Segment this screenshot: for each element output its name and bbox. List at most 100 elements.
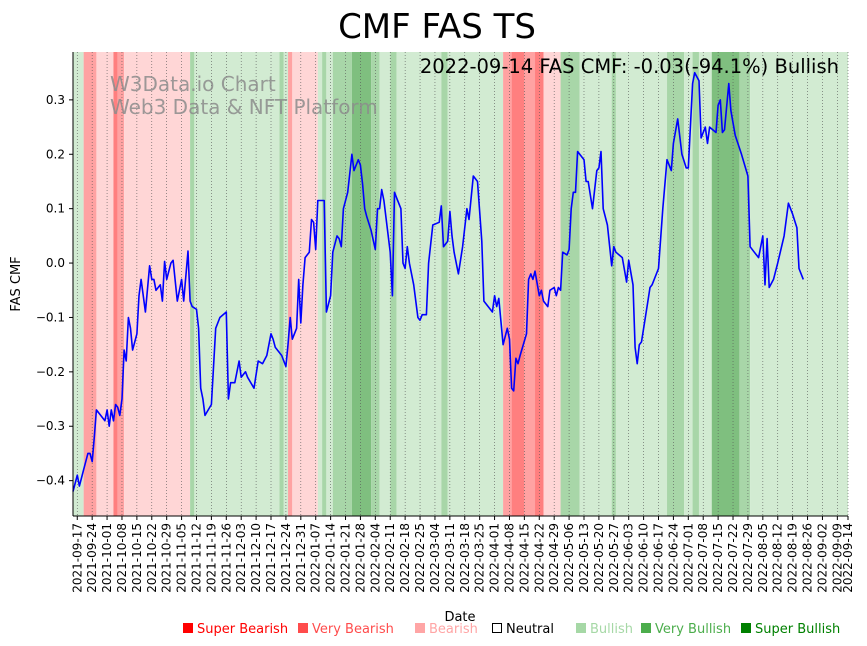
x-tick-label: 2022-05-06 (562, 523, 576, 593)
y-ticks: −0.4 −0.3 −0.2 −0.1 0.0 0.1 0.2 0.3 (36, 93, 73, 488)
regime-band-bullish (447, 52, 504, 516)
watermark-line-1: W3Data.io Chart (110, 72, 276, 96)
regime-band-bullish (326, 52, 333, 516)
x-tick-label: 2021-11-12 (189, 523, 203, 593)
regime-band-super-bearish (511, 52, 525, 516)
y-axis-label: FAS CMF (9, 256, 24, 311)
x-tick-label: 2021-12-31 (294, 523, 308, 593)
x-tick-label: 2021-09-24 (85, 523, 99, 593)
x-axis-label: Date (444, 610, 475, 625)
legend-label-bullish: Bullish (590, 622, 633, 637)
regime-band-very-bearish (503, 52, 512, 516)
regime-band-bearish (96, 52, 114, 516)
regime-band-very-bearish (83, 52, 97, 516)
regime-band-bullish (615, 52, 668, 516)
regime-band-bearish (543, 52, 561, 516)
regime-band-bullish (750, 52, 848, 516)
y-tick-label: 0.1 (46, 202, 65, 216)
y-tick-label: −0.2 (36, 365, 65, 379)
x-tick-label: 2022-09-02 (815, 523, 829, 593)
plot-area: W3Data.io Chart Web3 Data & NFT Platform… (72, 52, 849, 516)
x-tick-label: 2022-04-29 (547, 523, 561, 593)
x-tick-label: 2021-12-17 (264, 523, 278, 593)
x-tick-label: 2022-07-08 (696, 523, 710, 593)
x-tick-label: 2022-02-18 (398, 523, 412, 593)
y-tick-label: 0.0 (46, 256, 65, 270)
x-tick-label: 2022-03-18 (458, 523, 472, 593)
regime-band-very-bullish (692, 52, 699, 516)
legend-label-very-bullish: Very Bullish (655, 622, 731, 637)
y-tick-label: −0.1 (36, 310, 65, 324)
x-tick-label: 2022-07-15 (711, 523, 725, 593)
x-tick-label: 2022-07-01 (681, 523, 695, 593)
regime-band-very-bullish (332, 52, 352, 516)
legend-swatch-bearish (415, 623, 425, 633)
legend-swatch-very-bullish (641, 623, 651, 633)
regime-band-very-bearish (524, 52, 536, 516)
x-tick-label: 2022-05-27 (607, 523, 621, 593)
legend-swatch-super-bullish (741, 623, 751, 633)
legend-label-neutral: Neutral (506, 622, 554, 637)
x-tick-label: 2021-10-22 (145, 523, 159, 593)
x-tick-label: 2022-05-20 (592, 523, 606, 593)
legend: Super Bearish Very Bearish Bearish Neutral B… (183, 622, 840, 637)
x-tick-label: 2022-02-25 (413, 523, 427, 593)
y-tick-label: −0.4 (36, 474, 65, 488)
watermark: W3Data.io Chart Web3 Data & NFT Platform (110, 72, 378, 119)
x-tick-label: 2021-11-26 (219, 523, 233, 593)
x-tick-label: 2022-04-22 (532, 523, 546, 593)
x-tick-label: 2022-01-14 (324, 523, 338, 593)
regime-band-very-bearish (117, 52, 125, 516)
x-tick-label: 2021-10-08 (115, 523, 129, 593)
x-tick-label: 2022-06-10 (637, 523, 651, 593)
x-tick-label: 2022-01-28 (353, 523, 367, 593)
regime-band-bullish (379, 52, 391, 516)
x-tick-label: 2022-01-21 (339, 523, 353, 593)
x-tick-label: 2022-09-14 (841, 523, 855, 593)
x-tick-label: 2022-03-25 (473, 523, 487, 593)
regime-band-very-bullish (190, 52, 195, 516)
cmf-series-line (72, 71, 805, 492)
regime-band-very-bullish (667, 52, 685, 516)
x-tick-label: 2022-06-03 (622, 523, 636, 593)
regime-band-super-bearish (113, 52, 118, 516)
y-tick-label: −0.3 (36, 419, 65, 433)
x-tick-label: 2022-07-29 (741, 523, 755, 593)
regime-band-super-bullish (351, 52, 372, 516)
regime-band-very-bullish (560, 52, 580, 516)
x-tick-label: 2022-05-13 (577, 523, 591, 593)
regime-band-bearish (292, 52, 318, 516)
regime-band-bullish (194, 52, 280, 516)
legend-label-super-bearish: Super Bearish (197, 622, 288, 637)
x-tick-label: 2021-12-03 (234, 523, 248, 593)
regime-band-very-bullish (279, 52, 284, 516)
regime-band-bullish (698, 52, 712, 516)
x-tick-label: 2021-10-01 (100, 523, 114, 593)
x-tick-label: 2021-12-24 (279, 523, 293, 593)
regime-band-bullish (317, 52, 323, 516)
x-tick-label: 2022-08-05 (756, 523, 770, 593)
x-tick-label: 2022-08-26 (801, 523, 815, 593)
x-tick-label: 2022-06-24 (666, 523, 680, 593)
regime-band-bearish (124, 52, 191, 516)
grid-lines (76, 52, 849, 516)
regime-band-very-bearish (288, 52, 293, 516)
x-tick-label: 2021-12-10 (249, 523, 263, 593)
axes: −0.4−0.3−0.2−0.10.00.10.20.3 2021-09-17 2… (9, 52, 855, 625)
regime-band-very-bullish (441, 52, 448, 516)
chart-title: CMF FAS TS (338, 7, 536, 47)
x-tick-label: 2022-01-07 (309, 523, 323, 593)
x-tick-label: 2021-11-19 (204, 523, 218, 593)
x-tick-label: 2022-03-04 (428, 523, 442, 593)
x-tick-label: 2022-07-22 (726, 523, 740, 593)
x-tick-label: 2022-04-15 (517, 523, 531, 593)
x-tick-label: 2022-02-04 (368, 523, 382, 593)
x-tick-label: 2022-08-19 (786, 523, 800, 593)
x-tick-label: 2022-02-11 (383, 523, 397, 593)
regime-band-very-bullish (322, 52, 327, 516)
legend-swatch-bullish (576, 623, 586, 633)
x-tick-label: 2022-03-11 (443, 523, 457, 593)
x-tick-label: 2022-04-08 (502, 523, 516, 593)
watermark-line-2: Web3 Data & NFT Platform (110, 95, 378, 119)
